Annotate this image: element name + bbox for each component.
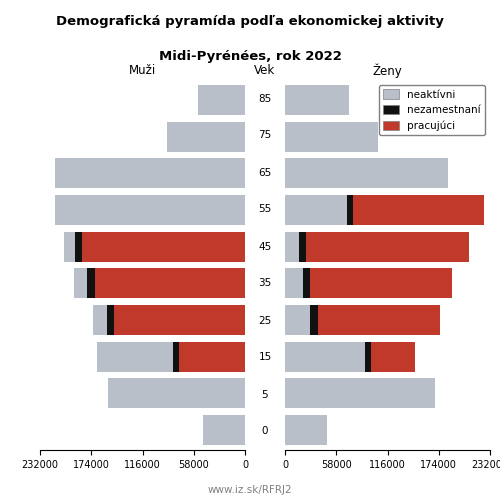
Bar	[285, 85, 348, 115]
Bar	[202, 415, 245, 445]
Text: Ženy: Ženy	[372, 63, 402, 78]
Bar	[64, 232, 75, 262]
Bar	[299, 232, 306, 262]
Bar	[347, 195, 354, 225]
Bar	[370, 342, 415, 372]
Bar	[302, 268, 310, 298]
Bar	[98, 342, 172, 372]
Bar	[318, 305, 440, 335]
Bar	[285, 415, 328, 445]
Bar	[285, 305, 310, 335]
Bar	[95, 268, 245, 298]
Bar	[310, 305, 318, 335]
Text: Muži: Muži	[129, 64, 156, 78]
Bar	[114, 305, 245, 335]
Text: 5: 5	[262, 390, 268, 400]
Bar	[82, 232, 245, 262]
Bar	[94, 305, 106, 335]
Bar	[178, 342, 245, 372]
Bar	[74, 268, 88, 298]
Text: 65: 65	[258, 168, 272, 177]
Text: www.iz.sk/RFRJ2: www.iz.sk/RFRJ2	[208, 485, 292, 495]
Bar	[285, 378, 435, 408]
Bar	[285, 122, 378, 152]
Text: Midi-Pyrénées, rok 2022: Midi-Pyrénées, rok 2022	[158, 50, 342, 63]
Text: 45: 45	[258, 242, 272, 252]
Text: Vek: Vek	[254, 64, 276, 78]
Bar	[167, 122, 245, 152]
Legend: neaktívni, nezamestnaní, pracujúci: neaktívni, nezamestnaní, pracujúci	[379, 85, 485, 135]
Text: 55: 55	[258, 204, 272, 214]
Bar	[285, 342, 364, 372]
Text: 15: 15	[258, 352, 272, 362]
Bar	[172, 342, 178, 372]
Bar	[364, 342, 370, 372]
Text: 75: 75	[258, 130, 272, 140]
Bar	[198, 85, 245, 115]
Bar	[285, 268, 302, 298]
Bar	[285, 158, 448, 188]
Text: 85: 85	[258, 94, 272, 104]
Text: 35: 35	[258, 278, 272, 288]
Text: Demografická pyramída podľa ekonomickej aktivity: Demografická pyramída podľa ekonomickej …	[56, 15, 444, 28]
Bar	[55, 195, 245, 225]
Text: 0: 0	[262, 426, 268, 436]
Bar	[285, 232, 299, 262]
Bar	[55, 158, 245, 188]
Bar	[75, 232, 82, 262]
Bar	[285, 195, 347, 225]
Bar	[106, 305, 114, 335]
Bar	[354, 195, 484, 225]
Bar	[88, 268, 95, 298]
Bar	[306, 232, 469, 262]
Text: 25: 25	[258, 316, 272, 326]
Bar	[310, 268, 452, 298]
Bar	[108, 378, 245, 408]
